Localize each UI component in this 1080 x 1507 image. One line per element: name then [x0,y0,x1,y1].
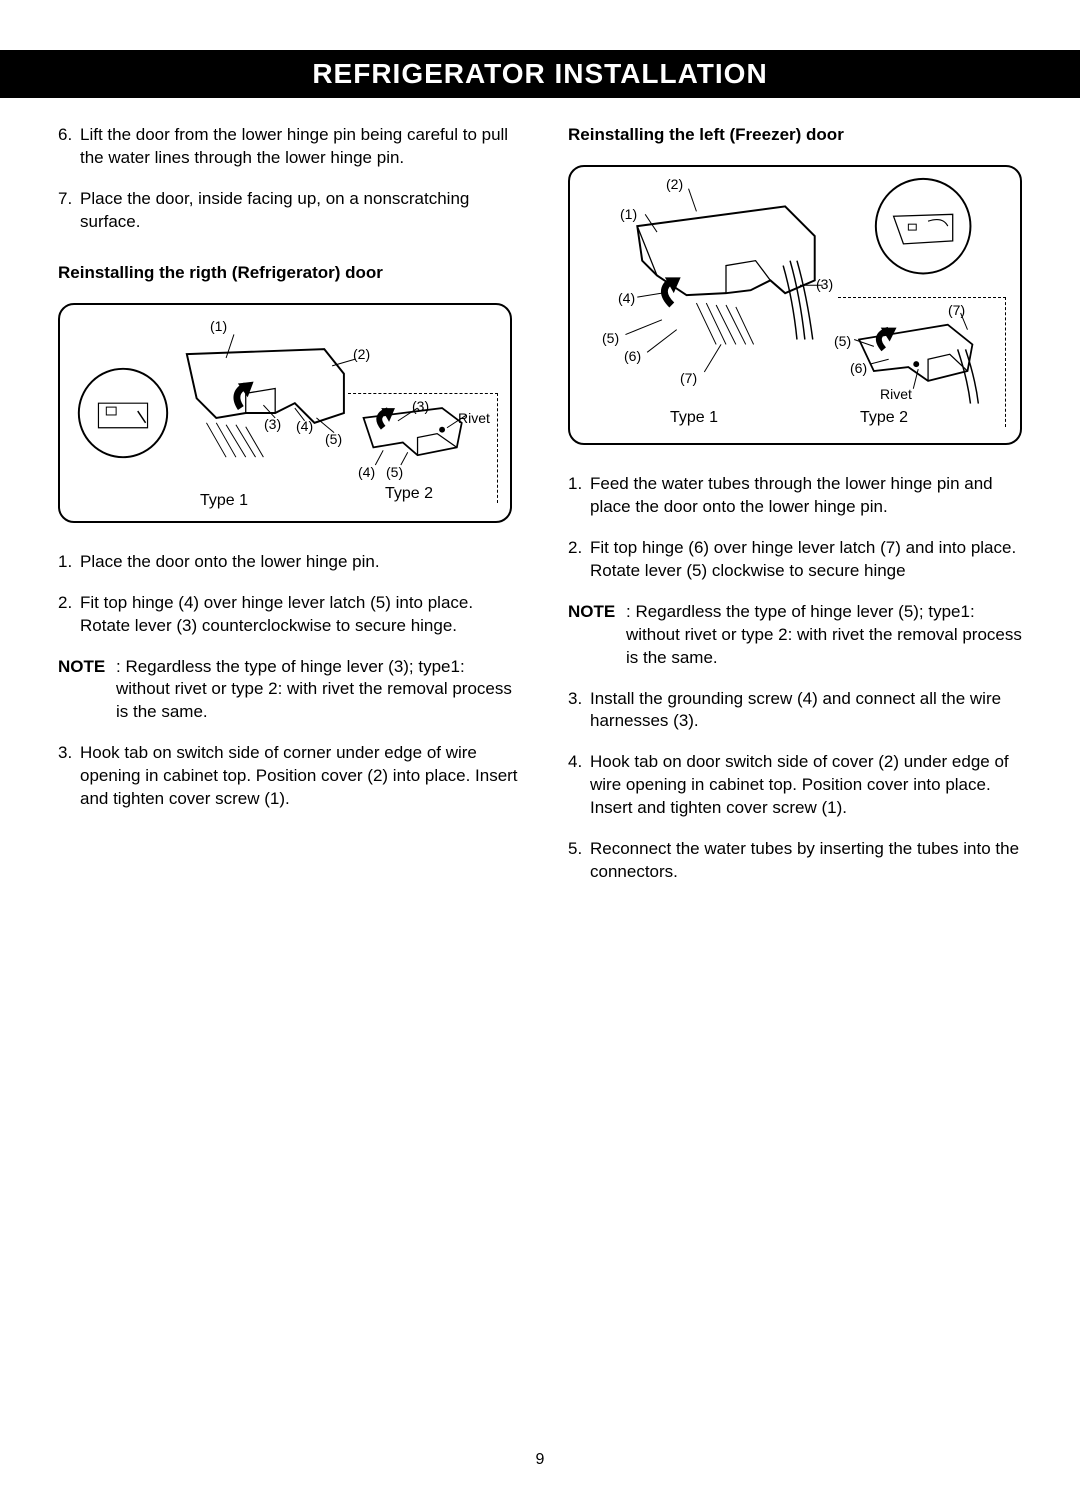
callout-1: (1) [620,205,637,224]
callout-5b: (5) [386,463,403,482]
page-header: REFRIGERATOR INSTALLATION [0,50,1080,98]
note-label: NOTE [58,656,116,725]
callout-rivet: Rivet [458,409,490,428]
left-column: 6. Lift the door from the lower hinge pi… [50,124,520,902]
left-door-subheading: Reinstalling the left (Freezer) door [560,124,1030,147]
type1-label: Type 1 [200,490,248,512]
callout-6a: (6) [624,347,641,366]
note-label: NOTE [568,601,626,670]
right-step-1: 1. Place the door onto the lower hinge p… [50,551,520,574]
note-text: : Regardless the type of hinge lever (3)… [116,656,520,725]
left-door-diagram: (1) (2) (3) (4) (5) (6) (7) (5) (6) (7) … [568,165,1022,445]
right-note: NOTE : Regardless the type of hinge leve… [50,656,520,725]
left-step-1: 1. Feed the water tubes through the lowe… [560,473,1030,519]
left-step-2: 2. Fit top hinge (6) over hinge lever la… [560,537,1030,583]
callout-5a: (5) [602,329,619,348]
callout-5b: (5) [834,332,851,351]
step-text: Lift the door from the lower hinge pin b… [80,124,520,170]
step-num: 2. [568,537,590,583]
type2-label: Type 2 [860,407,908,429]
step-text: Feed the water tubes through the lower h… [590,473,1030,519]
type2-label: Type 2 [385,483,433,505]
step-num: 3. [568,688,590,734]
note-text: : Regardless the type of hinge lever (5)… [626,601,1030,670]
step-7: 7. Place the door, inside facing up, on … [50,188,520,234]
step-num: 6. [58,124,80,170]
right-door-diagram: (1) (2) (3) (4) (5) (3) (4) (5) Rivet Ty… [58,303,512,523]
left-note: NOTE : Regardless the type of hinge leve… [560,601,1030,670]
right-step-2: 2. Fit top hinge (4) over hinge lever la… [50,592,520,638]
callout-4a: (4) [296,417,313,436]
step-text: Place the door onto the lower hinge pin. [80,551,520,574]
step-num: 5. [568,838,590,884]
step-text: Hook tab on door switch side of cover (2… [590,751,1030,820]
step-6: 6. Lift the door from the lower hinge pi… [50,124,520,170]
step-num: 7. [58,188,80,234]
callout-3a: (3) [264,415,281,434]
page-number: 9 [0,1451,1080,1469]
callout-7a: (7) [680,369,697,388]
content-area: 6. Lift the door from the lower hinge pi… [0,98,1080,902]
callout-3: (3) [816,275,833,294]
step-text: Fit top hinge (6) over hinge lever latch… [590,537,1030,583]
callout-2: (2) [666,175,683,194]
callout-rivet: Rivet [880,385,912,404]
type1-label: Type 1 [670,407,718,429]
callout-5a: (5) [325,430,342,449]
step-text: Hook tab on switch side of corner under … [80,742,520,811]
step-text: Fit top hinge (4) over hinge lever latch… [80,592,520,638]
right-door-subheading: Reinstalling the rigth (Refrigerator) do… [50,262,520,285]
right-step-3: 3. Hook tab on switch side of corner und… [50,742,520,811]
step-text: Install the grounding screw (4) and conn… [590,688,1030,734]
callout-7b: (7) [948,301,965,320]
step-num: 1. [58,551,80,574]
header-title: REFRIGERATOR INSTALLATION [312,58,767,89]
callout-4b: (4) [358,463,375,482]
right-column: Reinstalling the left (Freezer) door [560,124,1030,902]
callout-1: (1) [210,317,227,336]
callout-3b: (3) [412,397,429,416]
left-step-4: 4. Hook tab on door switch side of cover… [560,751,1030,820]
left-step-3: 3. Install the grounding screw (4) and c… [560,688,1030,734]
step-num: 1. [568,473,590,519]
callout-2: (2) [353,345,370,364]
step-num: 2. [58,592,80,638]
left-step-5: 5. Reconnect the water tubes by insertin… [560,838,1030,884]
step-text: Reconnect the water tubes by inserting t… [590,838,1030,884]
callout-6b: (6) [850,359,867,378]
step-text: Place the door, inside facing up, on a n… [80,188,520,234]
callout-4: (4) [618,289,635,308]
step-num: 4. [568,751,590,820]
step-num: 3. [58,742,80,811]
